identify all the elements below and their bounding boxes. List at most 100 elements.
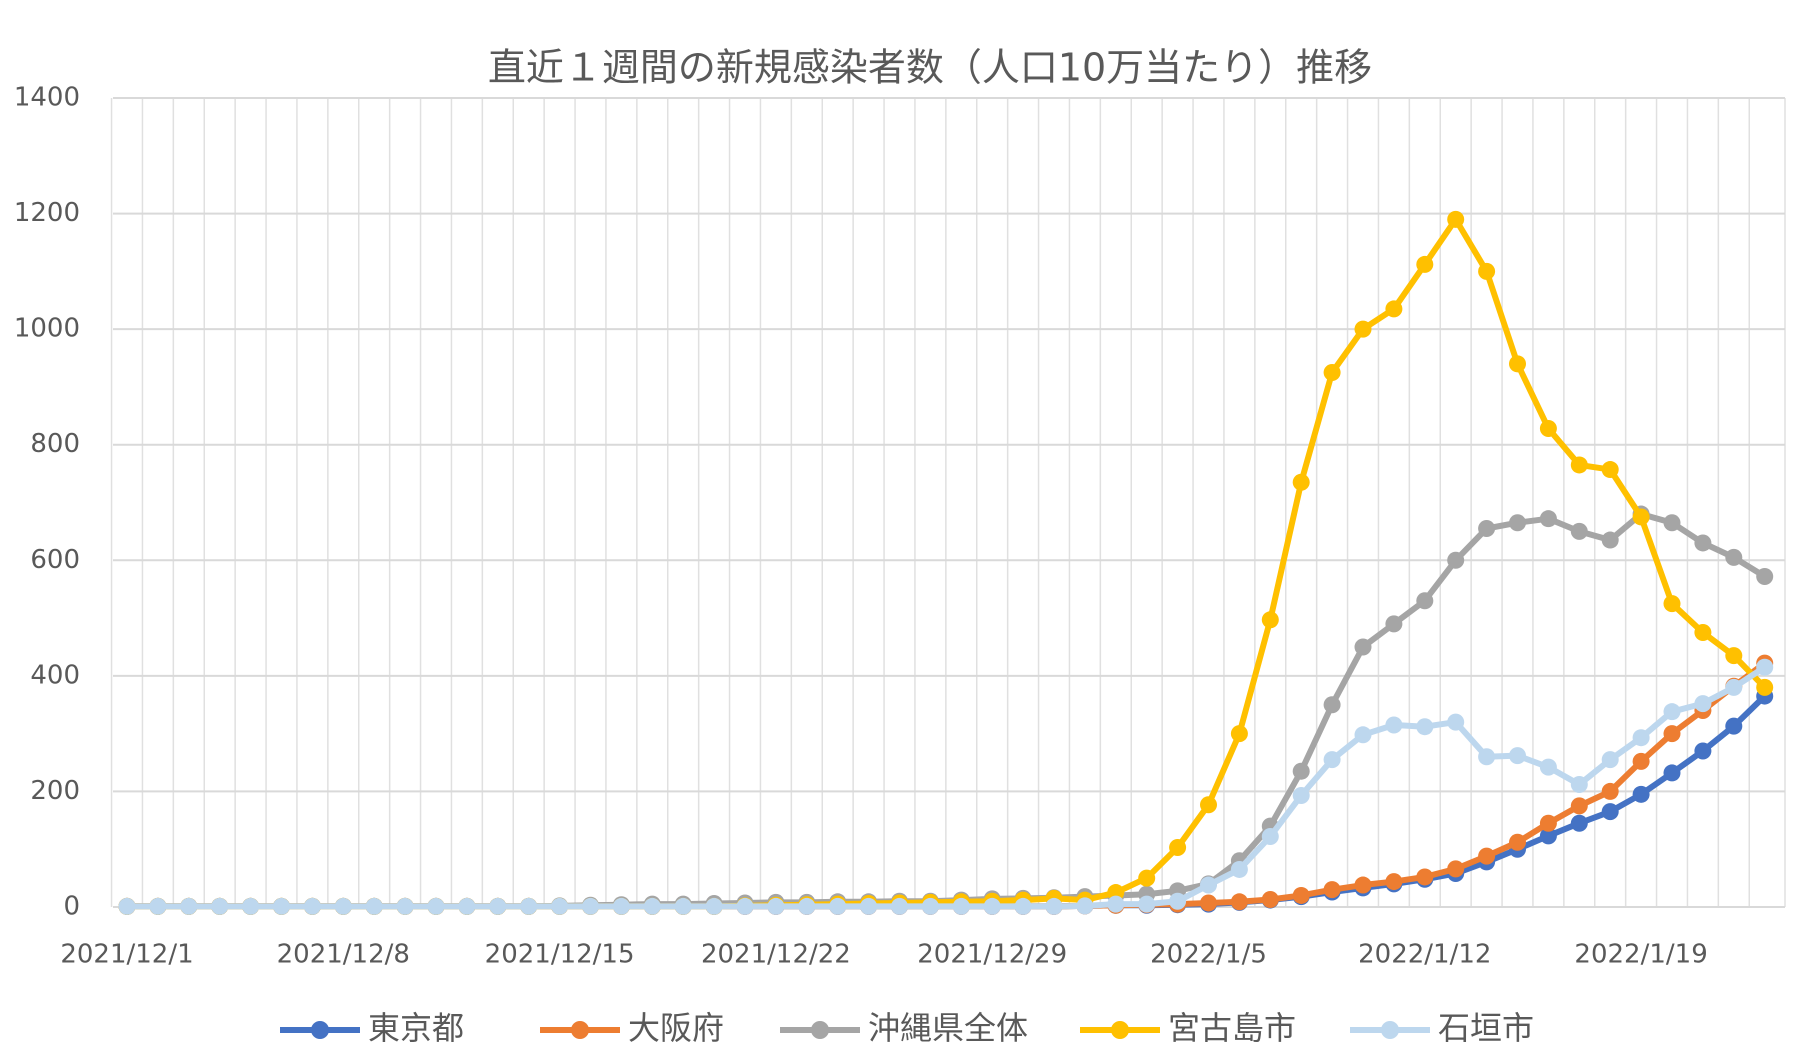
data-point [1478, 262, 1496, 280]
data-point [1230, 860, 1248, 878]
data-point [1200, 894, 1217, 912]
data-point [674, 897, 692, 915]
data-point [582, 897, 599, 915]
data-point [1539, 758, 1557, 776]
data-point [1539, 510, 1557, 528]
data-point [1200, 876, 1217, 894]
data-point [1261, 828, 1279, 846]
data-point [1323, 751, 1341, 769]
data-point [242, 897, 260, 915]
data-point [489, 897, 507, 915]
data-point [705, 897, 723, 915]
data-point [891, 897, 908, 915]
data-point [1416, 255, 1434, 273]
data-point [1601, 461, 1619, 479]
legend-marker [1111, 1021, 1129, 1039]
data-point [180, 897, 198, 915]
data-point [1632, 785, 1650, 803]
data-point [1354, 726, 1372, 744]
legend-label: 宮古島市 [1168, 1009, 1296, 1047]
data-point [1478, 847, 1496, 865]
data-point [1694, 624, 1712, 642]
data-point [1663, 703, 1681, 721]
data-point [1663, 514, 1681, 532]
data-point [1014, 897, 1032, 915]
data-point [1230, 893, 1248, 911]
data-point [149, 897, 167, 915]
data-point [1694, 534, 1712, 552]
data-point [1447, 860, 1465, 878]
data-point [1663, 764, 1681, 782]
data-point [1509, 355, 1526, 373]
data-point [1385, 716, 1403, 734]
data-point [458, 897, 476, 915]
y-tick-label: 400 [30, 660, 80, 690]
data-point [1292, 762, 1310, 780]
data-point [1725, 678, 1743, 696]
x-tick-label: 2022/1/5 [1150, 940, 1267, 970]
data-point [520, 897, 538, 915]
data-point [551, 897, 569, 915]
x-tick-label: 2021/12/8 [277, 940, 410, 970]
y-tick-label: 1400 [14, 83, 80, 113]
legend-label: 沖縄県全体 [868, 1009, 1028, 1047]
data-point [365, 897, 383, 915]
x-tick-label: 2021/12/29 [917, 940, 1067, 970]
data-point [1416, 592, 1434, 610]
data-point [1663, 725, 1681, 743]
chart-title: 直近１週間の新規感染者数（人口10万当たり）推移 [488, 46, 1372, 90]
data-point [396, 897, 414, 915]
data-point [1509, 747, 1526, 765]
data-point [1478, 748, 1496, 766]
data-point [1447, 551, 1465, 569]
y-tick-label: 200 [30, 776, 80, 806]
data-point [1756, 658, 1774, 676]
legend-label: 東京都 [368, 1009, 464, 1047]
data-point [1601, 782, 1619, 800]
data-point [1292, 473, 1310, 491]
data-point [427, 897, 445, 915]
data-point [1354, 876, 1372, 894]
y-tick-label: 1000 [14, 314, 80, 344]
data-point [921, 897, 939, 915]
data-point [1261, 611, 1279, 629]
y-tick-label: 1200 [14, 198, 80, 228]
data-point [1292, 786, 1310, 804]
legend-label: 石垣市 [1438, 1009, 1534, 1047]
data-point [1416, 868, 1434, 886]
data-point [1601, 751, 1619, 769]
data-point [1447, 713, 1465, 731]
data-point [1601, 803, 1619, 821]
data-point [1756, 678, 1774, 696]
data-point [1416, 718, 1434, 736]
x-tick-label: 2021/12/15 [485, 940, 635, 970]
data-point [767, 897, 785, 915]
legend-marker [311, 1021, 329, 1039]
data-point [829, 897, 847, 915]
data-point [1570, 814, 1588, 832]
data-point [1169, 892, 1187, 910]
data-point [860, 897, 878, 915]
y-tick-label: 0 [63, 892, 80, 922]
data-point [1570, 797, 1588, 815]
data-point [1045, 897, 1063, 915]
x-tick-label: 2021/12/1 [60, 940, 193, 970]
data-point [1385, 615, 1403, 633]
data-point [1725, 647, 1743, 665]
data-point [1385, 873, 1403, 891]
data-point [1539, 827, 1557, 845]
data-point [1570, 775, 1588, 793]
data-point [334, 897, 352, 915]
data-point [1509, 514, 1526, 532]
data-point [1292, 886, 1310, 904]
data-point [1539, 420, 1557, 438]
data-point [1354, 320, 1372, 338]
data-point [798, 897, 816, 915]
data-point [1570, 456, 1588, 474]
data-point [1323, 363, 1341, 381]
data-point [1632, 508, 1650, 526]
data-point [1725, 548, 1743, 566]
data-point [1478, 520, 1496, 538]
y-tick-label: 600 [30, 545, 80, 575]
